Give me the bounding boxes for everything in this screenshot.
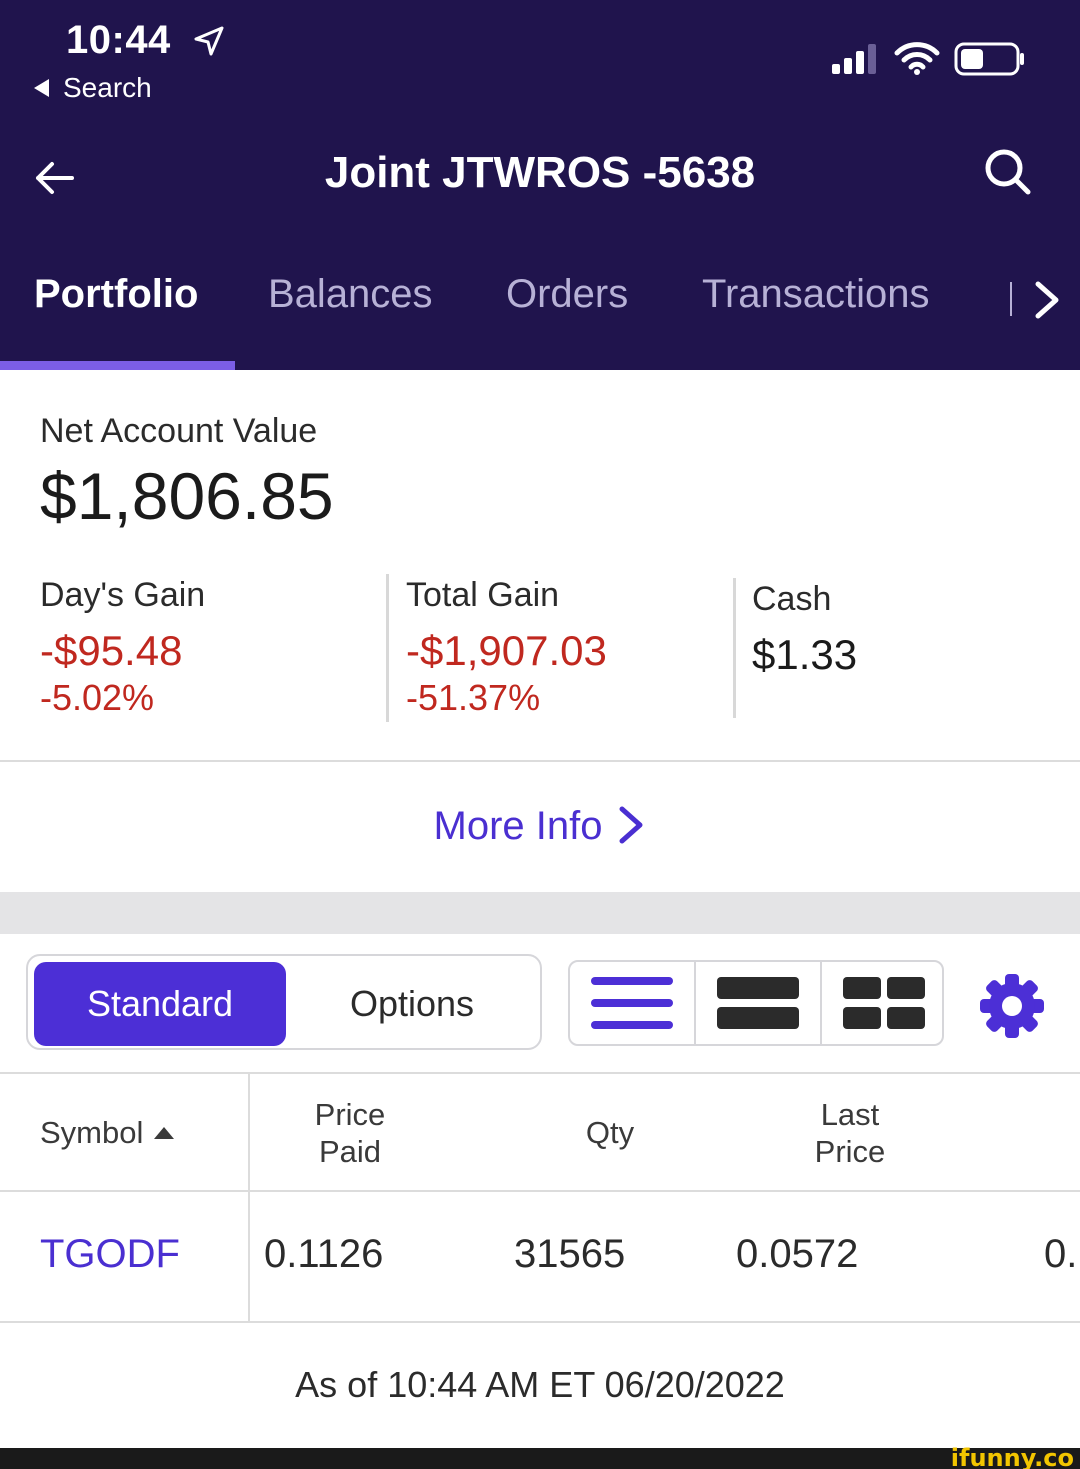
net-account-value: $1,806.85 xyxy=(40,459,334,533)
cash-label: Cash xyxy=(752,580,832,618)
account-tabs: Portfolio Balances Orders Transactions xyxy=(0,262,1080,332)
segment-options[interactable]: Options xyxy=(349,983,475,1024)
total-gain-label: Total Gain xyxy=(406,576,560,614)
list-view-icon xyxy=(591,977,673,1029)
row-price-paid: 0.1126 xyxy=(264,1232,384,1276)
header-qty[interactable]: Qty xyxy=(585,1115,635,1150)
days-gain-amount: -$95.48 xyxy=(40,627,183,674)
cash-block: Cash $1.33 xyxy=(752,580,857,679)
section-separator-band xyxy=(0,892,1080,934)
header-last-price-line2: Price xyxy=(814,1134,886,1169)
net-account-value-label: Net Account Value xyxy=(40,412,318,450)
gear-icon[interactable] xyxy=(978,972,1046,1040)
as-of-timestamp: As of 10:44 AM ET 06/20/2022 xyxy=(295,1364,785,1405)
table-header-border xyxy=(0,1190,1080,1192)
back-app-label: Search xyxy=(63,72,152,103)
tab-portfolio[interactable]: Portfolio xyxy=(34,272,199,316)
days-gain-percent: -5.02% xyxy=(40,677,155,718)
wifi-icon xyxy=(894,42,940,75)
more-info-link[interactable]: More Info xyxy=(0,804,1080,849)
row-last-price: 0.0572 xyxy=(736,1232,859,1276)
view-rows-button[interactable] xyxy=(696,962,820,1044)
watermark-bar xyxy=(0,1448,1080,1469)
more-info-label: More Info xyxy=(433,804,603,848)
chevron-right-icon xyxy=(619,806,643,844)
row-symbol-link[interactable]: TGODF xyxy=(40,1232,180,1276)
table-bottom-border xyxy=(0,1321,1080,1323)
metric-divider xyxy=(733,578,736,718)
header-symbol-label: Symbol xyxy=(40,1115,144,1150)
frozen-column-separator xyxy=(248,1074,250,1322)
days-gain-label: Day's Gain xyxy=(40,576,206,614)
search-icon[interactable] xyxy=(982,146,1034,198)
row-next-column-value: 0. xyxy=(1044,1232,1078,1276)
back-arrow-icon[interactable] xyxy=(30,154,78,202)
watermark-logo: ifunny.co xyxy=(950,1444,1074,1469)
total-gain-block: Total Gain -$1,907.03 -51.37% xyxy=(406,576,607,719)
header-price-paid[interactable]: Price Paid xyxy=(290,1096,410,1170)
header-price-paid-line1: Price xyxy=(314,1097,386,1132)
view-mode-selector xyxy=(568,960,944,1046)
cash-amount: $1.33 xyxy=(752,631,858,678)
view-grid-button[interactable] xyxy=(822,962,946,1044)
days-gain-block: Day's Gain -$95.48 -5.02% xyxy=(40,576,205,719)
row-view-icon xyxy=(717,977,799,1029)
tab-orders[interactable]: Orders xyxy=(506,272,629,316)
account-title: Joint JTWROS -5638 xyxy=(324,148,756,197)
tab-balances[interactable]: Balances xyxy=(268,272,433,316)
position-type-segmented-control: Standard Options xyxy=(26,954,542,1050)
header-symbol[interactable]: Symbol xyxy=(40,1114,175,1151)
tab-overflow-divider xyxy=(1010,282,1012,316)
header-price-paid-line2: Paid xyxy=(318,1134,382,1169)
total-gain-percent: -51.37% xyxy=(406,677,541,718)
signal-icon xyxy=(832,44,876,74)
active-tab-indicator xyxy=(0,361,235,370)
location-arrow-icon xyxy=(194,26,224,56)
back-triangle-icon xyxy=(34,79,49,97)
view-separator xyxy=(820,962,822,1044)
chevron-right-icon[interactable] xyxy=(1030,278,1064,322)
header-last-price-line1: Last xyxy=(820,1097,880,1132)
row-qty: 31565 xyxy=(514,1232,626,1276)
segment-standard[interactable]: Standard xyxy=(34,962,286,1046)
metric-divider xyxy=(386,574,389,722)
back-to-app-link[interactable]: Search xyxy=(34,72,152,104)
battery-icon xyxy=(954,42,1024,76)
table-top-border xyxy=(0,1072,1080,1074)
total-gain-amount: -$1,907.03 xyxy=(406,627,607,674)
grid-view-icon xyxy=(843,977,925,1029)
sort-up-icon xyxy=(154,1126,175,1139)
tab-transactions[interactable]: Transactions xyxy=(702,272,930,316)
app-header: 10:44 Search Joint JTWROS -5638 Portfoli… xyxy=(0,0,1080,370)
header-last-price[interactable]: Last Price xyxy=(790,1096,910,1170)
status-time: 10:44 xyxy=(66,18,171,62)
view-list-button[interactable] xyxy=(570,962,694,1044)
view-separator xyxy=(694,962,696,1044)
section-divider xyxy=(0,760,1080,762)
